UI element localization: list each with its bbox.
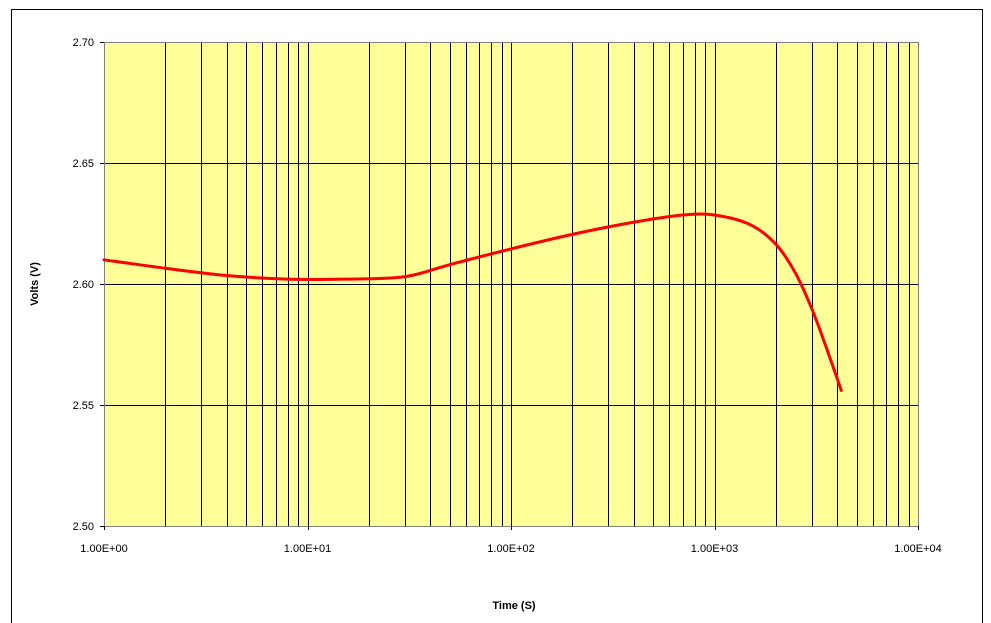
series-line bbox=[102, 212, 843, 392]
y-tick-label: 2.60 bbox=[73, 279, 94, 291]
y-tick-label: 2.55 bbox=[73, 400, 94, 412]
x-tick-label: 1.00E+02 bbox=[487, 543, 534, 555]
x-axis-title: Time (S) bbox=[492, 600, 536, 612]
x-tick-label: 1.00E+01 bbox=[284, 543, 331, 555]
y-axis-title: Volts (V) bbox=[29, 262, 41, 306]
y-tick-label: 2.65 bbox=[73, 158, 94, 170]
series-layer bbox=[102, 212, 843, 392]
y-tick-label: 2.50 bbox=[73, 521, 94, 533]
x-tick-label: 1.00E+03 bbox=[691, 543, 738, 555]
y-tick-label: 2.70 bbox=[73, 37, 94, 49]
grid bbox=[104, 42, 918, 526]
tick-labels: 1.00E+00 1.00E+01 1.00E+02 1.00E+03 1.00E+04… bbox=[73, 37, 942, 555]
x-tick-label: 1.00E+04 bbox=[894, 543, 941, 555]
x-tick-label: 1.00E+00 bbox=[80, 543, 127, 555]
